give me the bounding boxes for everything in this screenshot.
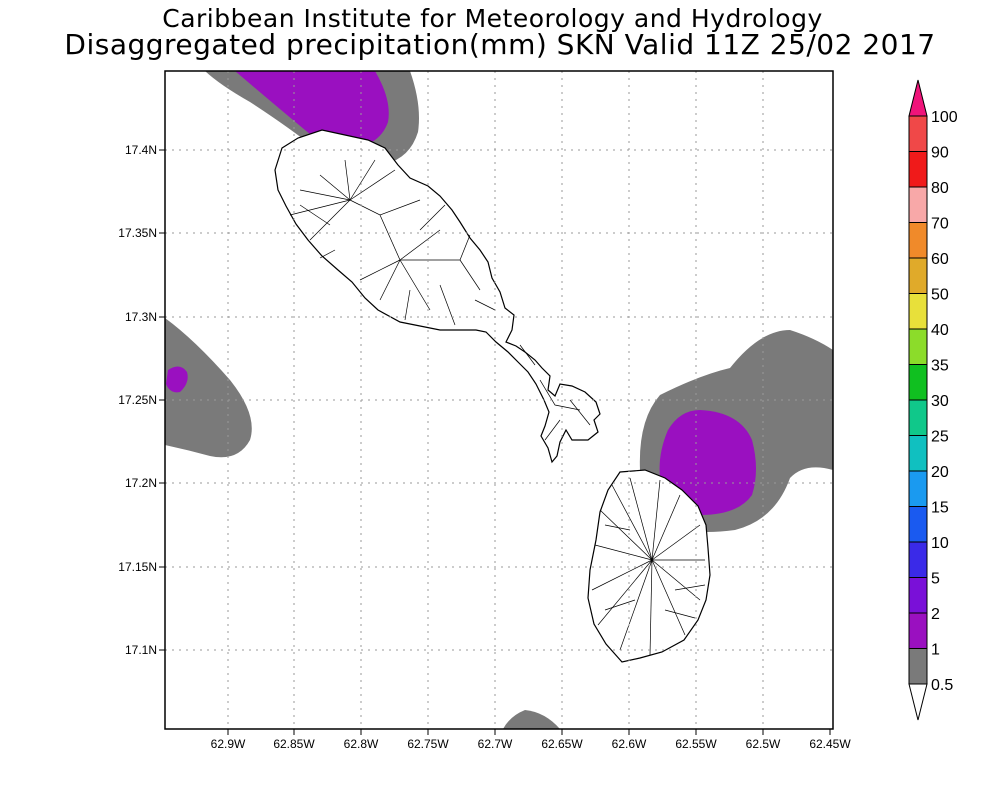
colorbar-swatch xyxy=(908,577,928,614)
colorbar-swatch xyxy=(908,399,928,436)
colorbar-label: 5 xyxy=(931,571,940,588)
title-line-1: Caribbean Institute for Meteorology and … xyxy=(162,4,823,33)
colorbar-label: 80 xyxy=(931,180,949,197)
precip-gray-south xyxy=(503,710,560,729)
colorbar-label: 0.5 xyxy=(931,677,953,694)
colorbar-label: 40 xyxy=(931,322,949,339)
title-line-2: Disaggregated precipitation(mm) SKN Vali… xyxy=(64,28,936,61)
colorbar-swatch xyxy=(908,151,928,188)
colorbar-label: 20 xyxy=(931,464,949,481)
colorbar: 100 90 80 70 60 50 40 35 30 25 20 15 10 5 2 1 0.5 xyxy=(908,79,958,721)
drainage-network xyxy=(289,159,706,656)
colorbar-bottom-arrow xyxy=(908,683,928,721)
x-tick-label: 62.6W xyxy=(612,737,647,751)
y-tick-label: 17.1N xyxy=(125,643,157,657)
precip-purple-north xyxy=(235,71,389,148)
x-tick-label: 62.65W xyxy=(541,737,583,751)
colorbar-swatch xyxy=(908,328,928,365)
tick-marks xyxy=(159,149,831,735)
colorbar-label: 30 xyxy=(931,393,949,410)
colorbar-label: 1 xyxy=(931,642,940,659)
precipitation-field xyxy=(165,71,833,729)
colorbar-label: 90 xyxy=(931,145,949,162)
precip-purple-west xyxy=(166,366,188,393)
x-tick-label: 62.85W xyxy=(273,737,315,751)
colorbar-swatch xyxy=(908,222,928,259)
y-tick-label: 17.35N xyxy=(118,226,157,240)
precip-gray-west xyxy=(165,318,252,458)
x-tick-label: 62.7W xyxy=(478,737,513,751)
colorbar-label: 10 xyxy=(931,535,949,552)
colorbar-swatch xyxy=(908,506,928,543)
x-tick-label: 62.8W xyxy=(344,737,379,751)
colorbar-swatch xyxy=(908,293,928,330)
colorbar-swatch xyxy=(908,648,928,685)
colorbar-swatch xyxy=(908,257,928,294)
colorbar-label: 50 xyxy=(931,287,949,304)
y-tick-label: 17.4N xyxy=(125,143,157,157)
colorbar-swatch xyxy=(908,364,928,401)
colorbar-swatch xyxy=(908,186,928,223)
y-tick-label: 17.3N xyxy=(125,310,157,324)
colorbar-swatch xyxy=(908,115,928,152)
colorbar-top-arrow xyxy=(908,79,928,117)
colorbar-label: 15 xyxy=(931,500,949,517)
map-grid xyxy=(165,71,833,729)
y-tick-label: 17.15N xyxy=(118,560,157,574)
colorbar-swatch xyxy=(908,541,928,578)
y-axis-labels: 17.4N 17.35N 17.3N 17.25N 17.2N 17.15N 1… xyxy=(118,143,157,657)
precip-purple-east xyxy=(659,410,756,515)
y-tick-label: 17.2N xyxy=(125,476,157,490)
x-tick-label: 62.5W xyxy=(746,737,781,751)
colorbar-label: 100 xyxy=(931,109,958,126)
colorbar-label: 35 xyxy=(931,358,949,375)
colorbar-label: 25 xyxy=(931,429,949,446)
colorbar-label: 70 xyxy=(931,216,949,233)
y-tick-label: 17.25N xyxy=(118,393,157,407)
colorbar-swatch xyxy=(908,435,928,472)
colorbar-swatch xyxy=(908,470,928,507)
colorbar-label: 60 xyxy=(931,251,949,268)
x-tick-label: 62.45W xyxy=(809,737,851,751)
x-tick-label: 62.55W xyxy=(675,737,717,751)
x-tick-label: 62.9W xyxy=(211,737,246,751)
st-kitts-outline xyxy=(274,129,601,464)
x-axis-labels: 62.9W 62.85W 62.8W 62.75W 62.7W 62.65W 6… xyxy=(211,737,852,751)
colorbar-swatch xyxy=(908,612,928,649)
colorbar-label: 2 xyxy=(931,606,940,623)
x-tick-label: 62.75W xyxy=(407,737,449,751)
